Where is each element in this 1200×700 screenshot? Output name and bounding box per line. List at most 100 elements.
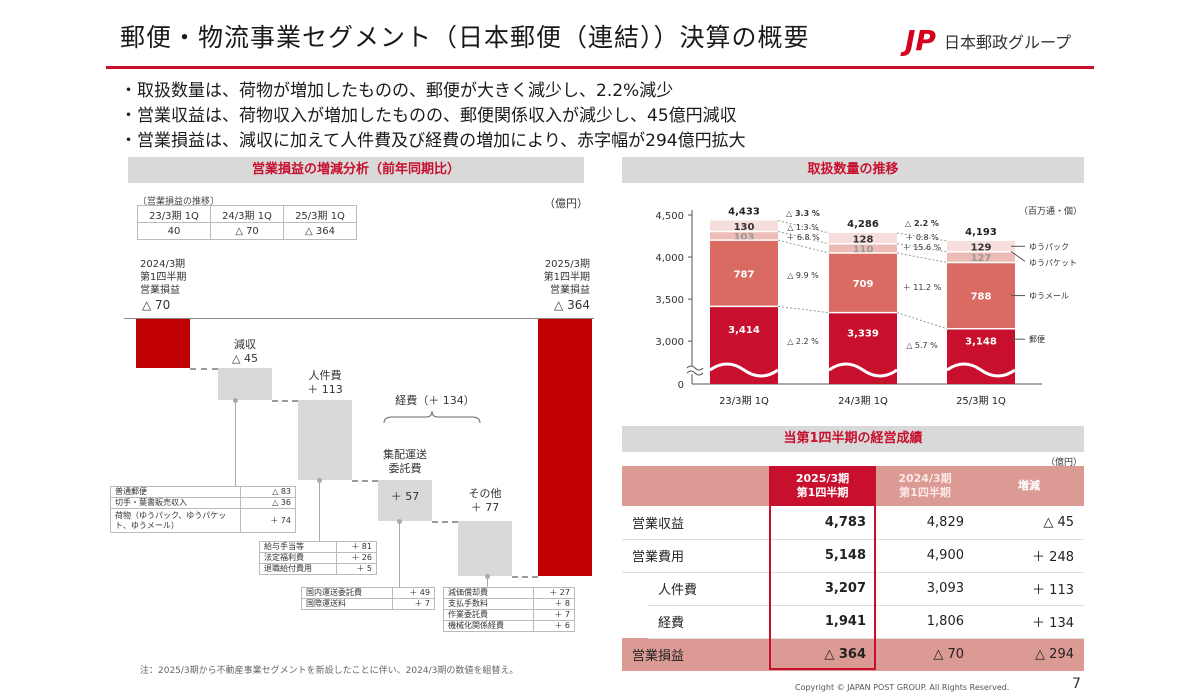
bar-total-label: 4,286 (847, 219, 879, 230)
end-label-line: 2025/3期 (544, 259, 590, 270)
row-label: 経費 (648, 605, 769, 639)
breakdown-value: △ 36 (240, 497, 296, 509)
change-label: △ 2.2 % (787, 337, 819, 346)
breakdown-value: ＋ 74 (240, 508, 296, 533)
bar-segment-yu-pack (947, 240, 1015, 252)
breakdown-row: 切手・葉書販売収入 △ 36 (110, 497, 296, 509)
results-row: 営業収益 4,783 4,829 △ 45 (622, 506, 1084, 540)
trend-connector (896, 232, 948, 242)
step-label-revenue: 減収 △ 45 (215, 338, 275, 366)
bar-break-wave (946, 362, 1016, 378)
results-section-header: 当第1四半期の経営成績 (622, 426, 1084, 452)
history-header: 24/3期 1Q (210, 205, 284, 223)
leader-dot (233, 398, 238, 403)
breakdown-value: ＋ 26 (335, 552, 378, 564)
bar-segment-mail (710, 306, 778, 384)
history-value: 40 (137, 222, 211, 240)
personnel-breakdown-table: 給与手当等＋ 81 法定福利費＋ 26 退職給付費用＋ 5 (259, 541, 378, 575)
step-bar-revenue (218, 368, 272, 400)
row-previous: 4,829 (876, 506, 974, 540)
step-value: ＋ 113 (307, 383, 343, 396)
bullet-volume: ・取扱数量は、荷物が増加したものの、郵便が大きく減少し、2.2%減少 (120, 81, 674, 101)
step-name: 集配運送 委託費 (383, 448, 427, 475)
change-label: △ 1.3 % (787, 223, 819, 232)
breakdown-row: 退職給付費用＋ 5 (259, 563, 378, 575)
jp-logo-mark: JP (905, 24, 936, 57)
breakdown-value: △ 83 (240, 486, 296, 498)
bar-value-label: 110 (853, 244, 874, 255)
bar-segment-yu-mail (710, 240, 778, 307)
step-value: ＋ 77 (470, 501, 500, 514)
change-label: ＋ 11.2 % (903, 283, 942, 292)
change-label: △ 2.2 % (905, 219, 939, 228)
connector (432, 521, 458, 523)
breakdown-value: ＋ 81 (335, 541, 378, 553)
bar-segment-yu-packet (829, 243, 897, 254)
bar-value-label: 128 (853, 234, 874, 245)
history-header: 25/3期 1Q (283, 205, 357, 223)
results-header-current: 2025/3期 第1四半期 (769, 466, 876, 506)
end-label-line: 第1四半期 (543, 272, 590, 283)
breakdown-value: ＋ 6 (532, 620, 576, 632)
end-value: △ 364 (554, 298, 590, 312)
bar-segment-yu-packet (710, 231, 778, 241)
step-label-personnel: 人件費 ＋ 113 (295, 369, 355, 397)
bar-value-label: 3,414 (728, 325, 760, 336)
breakdown-item: 法定福利費 (259, 552, 337, 564)
start-label-line: 2024/3期 (140, 259, 186, 270)
trend-connector (896, 312, 948, 330)
legend-label: ゆうメール (1029, 292, 1069, 301)
breakdown-row: 給与手当等＋ 81 (259, 541, 378, 553)
change-label: △ 5.7 % (906, 341, 938, 350)
operating-income-history-table: 23/3期 1Q 24/3期 1Q 25/3期 1Q 40 △ 70 △ 364 (137, 205, 357, 240)
breakdown-item: 作業委託費 (443, 609, 534, 621)
leader-line (319, 480, 320, 541)
bar-segment-yu-mail (947, 262, 1015, 329)
breakdown-value: ＋ 5 (335, 563, 378, 575)
leader-line (487, 576, 488, 588)
bar-value-label: 129 (971, 242, 992, 253)
results-row-total: 営業損益 △ 364 △ 70 △ 294 (622, 638, 1084, 671)
trend-connector (896, 243, 948, 253)
indent-spacer (622, 572, 648, 605)
start-bar-label: 2024/3期 第1四半期 営業損益 △ 70 (140, 258, 186, 312)
breakdown-row: 法定福利費＋ 26 (259, 552, 378, 564)
x-tick-label: 24/3期 1Q (838, 395, 888, 407)
breakdown-row: 支払手数料＋ 8 (443, 598, 576, 610)
legend-label: ゆうパケット (1029, 258, 1077, 267)
leader-line (235, 400, 236, 486)
bar-segment-mail (829, 312, 897, 384)
breakdown-item: 国内運送委託費 (300, 587, 394, 599)
y-tick-label: 4,000 (655, 253, 684, 264)
waterfall-section-header: 営業損益の増減分析（前年同期比） (128, 157, 584, 183)
revenue-breakdown-table: 普通郵便 △ 83 切手・葉書販売収入 △ 36 荷物（ゆうパック、ゆうパケット、ゆ… (110, 486, 296, 533)
expenses-group-label: 経費（＋ 134） (395, 394, 475, 407)
bar-total-label: 4,193 (965, 227, 997, 238)
results-row: 経費 1,941 1,806 ＋ 134 (622, 605, 1084, 639)
japan-post-logo: JP 日本郵政グループ (905, 24, 1071, 57)
page-title: 郵便・物流事業セグメント（日本郵便（連結））決算の概要 (120, 23, 810, 52)
breakdown-value: ＋ 8 (532, 598, 576, 610)
delivery-breakdown-table: 国内運送委託費＋ 49 国際運送料＋ 7 (300, 587, 435, 610)
step-bar-personnel (298, 400, 352, 480)
breakdown-row: 作業委託費＋ 7 (443, 609, 576, 621)
breakdown-row: 減価償却費＋ 27 (443, 587, 576, 599)
results-header-blank (622, 466, 769, 506)
change-label: ＋ 6.8 % (786, 233, 820, 242)
row-current: 5,148 (769, 539, 876, 573)
y-tick-label: 3,500 (655, 295, 684, 306)
waterfall-baseline (124, 318, 594, 319)
step-name: 減収 (234, 338, 256, 351)
row-diff: △ 45 (974, 506, 1084, 540)
history-value: △ 364 (283, 222, 357, 240)
expenses-brace (383, 410, 481, 424)
logo-text: 日本郵政グループ (943, 32, 1071, 52)
y-tick-label: 3,000 (655, 337, 684, 348)
results-table: 2025/3期 第1四半期 2024/3期 第1四半期 増減 営業収益 4,78… (622, 466, 1084, 671)
bar-break-wave (828, 362, 898, 378)
bar-value-label: 709 (853, 279, 874, 290)
breakdown-row: 国内運送委託費＋ 49 (300, 587, 435, 599)
trend-connector (777, 231, 830, 245)
breakdown-item: 退職給付費用 (259, 563, 337, 575)
bar-value-label: 127 (971, 253, 992, 264)
